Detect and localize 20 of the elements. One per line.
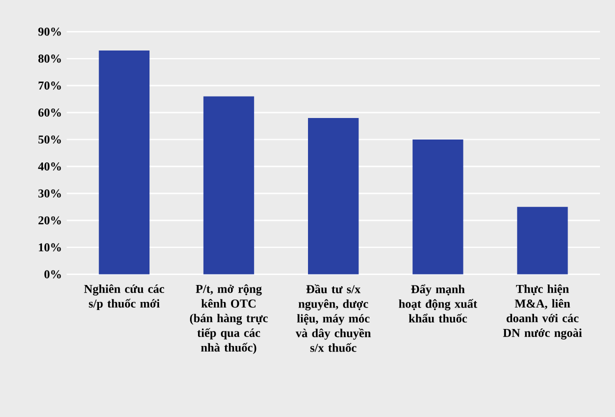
y-tick-label: 40%: [38, 162, 61, 171]
y-tick-label: 30%: [38, 189, 61, 198]
bar: [517, 206, 568, 274]
bar: [98, 50, 150, 274]
bar: [412, 140, 464, 274]
bar: [203, 96, 254, 274]
y-tick-label: 70%: [38, 82, 61, 90]
x-tick-label: Thực hiện M&A, liên doanh với các DN nước ngoài: [503, 284, 582, 340]
x-tick-label: Đẩy mạnh hoạt động xuất khẩu thuốc: [398, 284, 478, 323]
y-tick-label: 50%: [38, 135, 61, 144]
y-tick-label: 20%: [38, 216, 61, 224]
y-tick-label: 10%: [38, 243, 61, 252]
y-tick-label: 90%: [38, 28, 61, 36]
y-tick-label: 0%: [44, 270, 61, 278]
x-tick-label: Đầu tư s/x nguyên, dược liệu, máy móc và dây chuyền s/x thuốc: [296, 284, 371, 352]
y-tick-label: 80%: [38, 54, 61, 63]
y-tick-label: 60%: [38, 108, 61, 117]
bar: [308, 118, 359, 274]
x-tick-label: Nghiên cứu các s/p thuốc mới: [84, 284, 164, 310]
x-tick-label: P/t, mở rộng kênh OTC (bán hàng trực tiếp qua các nhà thuốc): [190, 284, 268, 354]
